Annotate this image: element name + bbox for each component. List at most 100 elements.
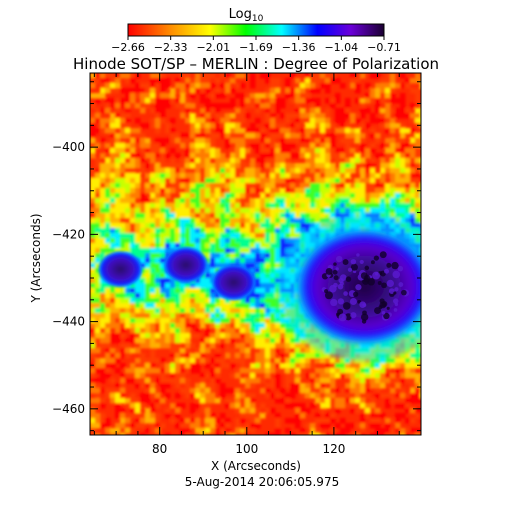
map-cell <box>270 153 276 159</box>
map-cell <box>130 183 136 189</box>
map-cell <box>145 283 151 289</box>
map-cell <box>280 173 286 179</box>
map-cell <box>340 363 346 369</box>
map-cell <box>165 378 171 384</box>
map-cell <box>340 178 346 184</box>
map-cell <box>90 263 96 269</box>
map-cell <box>140 108 146 114</box>
map-cell <box>185 233 191 239</box>
umbra-dot <box>350 263 358 271</box>
map-cell <box>205 293 211 299</box>
map-cell <box>170 373 176 379</box>
map-cell <box>325 393 331 399</box>
map-cell <box>350 433 356 435</box>
map-cell <box>195 368 201 374</box>
map-cell <box>295 403 301 409</box>
map-cell <box>380 143 386 149</box>
map-cell <box>305 198 311 204</box>
map-cell <box>405 428 411 434</box>
map-cell <box>385 153 391 159</box>
map-cell <box>300 108 306 114</box>
map-cell <box>385 363 391 369</box>
map-cell <box>295 413 301 419</box>
map-cell <box>135 343 141 349</box>
map-cell <box>175 173 181 179</box>
map-cell <box>95 358 101 364</box>
map-cell <box>195 303 201 309</box>
map-cell <box>290 183 296 189</box>
map-cell <box>415 433 421 435</box>
map-cell <box>115 403 121 409</box>
map-cell <box>260 233 266 239</box>
map-cell <box>355 98 361 104</box>
map-cell <box>300 168 306 174</box>
map-cell <box>95 273 101 279</box>
map-cell <box>350 118 356 124</box>
map-cell <box>310 193 316 199</box>
map-cell <box>170 223 176 229</box>
map-cell <box>140 183 146 189</box>
map-cell <box>215 338 221 344</box>
map-cell <box>160 423 166 429</box>
map-cell <box>335 193 341 199</box>
map-cell <box>145 258 151 264</box>
map-cell <box>100 223 106 229</box>
map-cell <box>370 128 376 134</box>
map-cell <box>240 228 246 234</box>
map-cell <box>220 158 226 164</box>
map-cell <box>245 343 251 349</box>
map-cell <box>205 158 211 164</box>
map-cell <box>115 313 121 319</box>
map-cell <box>240 133 246 139</box>
map-cell <box>205 153 211 159</box>
map-cell <box>135 378 141 384</box>
map-cell <box>280 248 286 254</box>
map-cell <box>175 353 181 359</box>
map-cell <box>205 418 211 424</box>
map-cell <box>355 193 361 199</box>
map-cell <box>255 213 261 219</box>
map-cell <box>170 343 176 349</box>
map-cell <box>325 73 331 79</box>
map-cell <box>220 83 226 89</box>
map-cell <box>200 173 206 179</box>
map-cell <box>305 353 311 359</box>
map-cell <box>160 388 166 394</box>
map-cell <box>360 183 366 189</box>
map-cell <box>210 423 216 429</box>
map-cell <box>260 193 266 199</box>
map-cell <box>155 258 161 264</box>
map-cell <box>285 113 291 119</box>
map-cell <box>235 408 241 414</box>
map-cell <box>355 178 361 184</box>
map-cell <box>370 148 376 154</box>
map-cell <box>245 228 251 234</box>
map-cell <box>130 348 136 354</box>
map-cell <box>400 433 406 435</box>
map-cell <box>270 238 276 244</box>
map-cell <box>180 298 186 304</box>
map-cell <box>360 188 366 194</box>
umbra-dot <box>392 270 401 279</box>
map-cell <box>235 328 241 334</box>
map-cell <box>210 163 216 169</box>
map-cell <box>380 373 386 379</box>
map-cell <box>150 313 156 319</box>
map-cell <box>240 393 246 399</box>
map-cell <box>260 173 266 179</box>
map-cell <box>320 123 326 129</box>
map-cell <box>365 208 371 214</box>
map-cell <box>140 353 146 359</box>
map-cell <box>380 198 386 204</box>
map-cell <box>155 388 161 394</box>
map-cell <box>220 228 226 234</box>
map-cell <box>205 268 211 274</box>
map-cell <box>125 198 131 204</box>
map-cell <box>125 78 131 84</box>
map-cell <box>370 203 376 209</box>
map-cell <box>235 208 241 214</box>
map-cell <box>295 168 301 174</box>
map-cell <box>165 413 171 419</box>
map-cell <box>410 163 416 169</box>
map-cell <box>190 218 196 224</box>
